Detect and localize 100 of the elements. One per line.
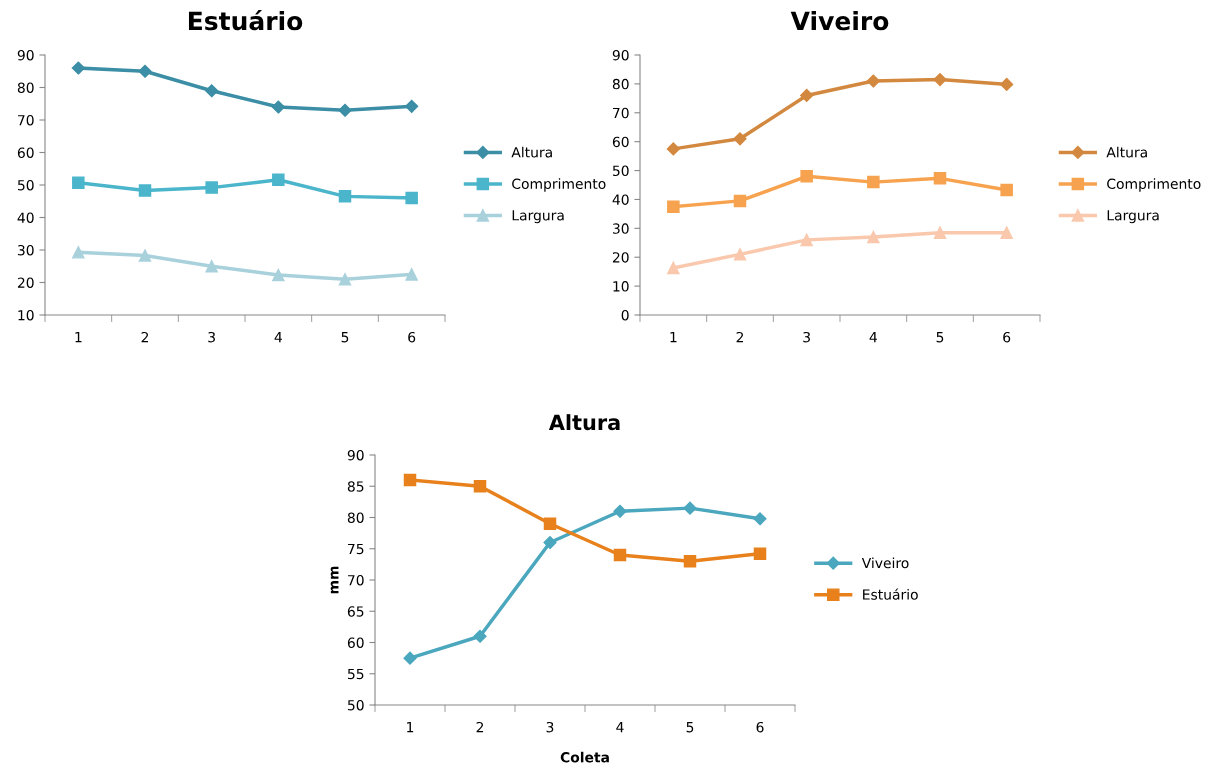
x-tick-label: 1 bbox=[670, 332, 677, 343]
y-tick-label: 30 bbox=[612, 223, 629, 234]
legend-label: Largura bbox=[512, 210, 564, 224]
x-axis-title: Coleta bbox=[560, 751, 609, 763]
x-tick-label: 3 bbox=[208, 331, 215, 343]
x-tick-label: 4 bbox=[616, 722, 624, 733]
y-tick-label: 40 bbox=[17, 212, 34, 223]
chart-title: Viveiro bbox=[790, 11, 889, 31]
y-tick-label: 85 bbox=[347, 481, 364, 492]
y-tick-label: 10 bbox=[18, 309, 34, 321]
point bbox=[543, 517, 557, 531]
x-tick-label: 1 bbox=[75, 332, 82, 343]
y-axis-title: mm bbox=[330, 566, 339, 594]
legend-label: Viveiro bbox=[861, 557, 909, 569]
y-tick-label: 60 bbox=[347, 637, 364, 648]
point bbox=[753, 512, 767, 526]
x-tick-label: 4 bbox=[869, 332, 877, 343]
y-tick-label: 40 bbox=[612, 194, 629, 205]
point bbox=[271, 100, 285, 114]
point bbox=[205, 84, 219, 98]
y-tick-label: 10 bbox=[613, 281, 629, 292]
y-tick-label: 90 bbox=[347, 449, 364, 461]
point bbox=[667, 261, 680, 275]
point bbox=[867, 230, 880, 244]
y-tick-label: 80 bbox=[612, 78, 629, 90]
y-tick-label: 20 bbox=[17, 277, 34, 288]
legend-label: Altura bbox=[1106, 146, 1147, 158]
point bbox=[405, 268, 418, 281]
point bbox=[753, 547, 767, 561]
point bbox=[71, 61, 85, 75]
y-tick-label: 90 bbox=[612, 49, 629, 61]
chart-title: Altura bbox=[548, 414, 620, 431]
point bbox=[272, 268, 285, 282]
x-tick-label: 3 bbox=[803, 331, 810, 343]
x-tick-label: 2 bbox=[476, 721, 484, 733]
y-tick-label: 90 bbox=[17, 49, 34, 61]
legend-label: Largura bbox=[1107, 210, 1159, 224]
point bbox=[800, 88, 814, 103]
point bbox=[933, 72, 947, 87]
point bbox=[338, 272, 352, 286]
point bbox=[666, 142, 680, 156]
point bbox=[138, 184, 152, 197]
y-tick-label: 75 bbox=[348, 543, 364, 555]
x-tick-label: 5 bbox=[686, 722, 694, 733]
x-tick-label: 2 bbox=[736, 331, 744, 343]
y-tick-label: 30 bbox=[17, 244, 34, 256]
point bbox=[205, 181, 218, 194]
point bbox=[138, 249, 152, 262]
point bbox=[667, 200, 680, 213]
point bbox=[338, 103, 352, 117]
point bbox=[613, 548, 627, 562]
point bbox=[866, 74, 880, 88]
x-tick-label: 6 bbox=[756, 721, 764, 733]
chart-title: Estuário bbox=[188, 10, 303, 31]
x-tick-label: 1 bbox=[407, 722, 414, 733]
point bbox=[473, 479, 487, 493]
legend-label: Estuário bbox=[863, 588, 918, 600]
y-tick-label: 70 bbox=[613, 107, 629, 119]
x-tick-label: 2 bbox=[141, 331, 149, 343]
y-tick-label: 80 bbox=[347, 512, 364, 523]
point bbox=[867, 175, 880, 189]
point bbox=[72, 176, 85, 189]
point bbox=[403, 473, 417, 487]
x-tick-label: 6 bbox=[408, 331, 416, 343]
x-tick-label: 6 bbox=[1003, 331, 1011, 343]
point bbox=[473, 629, 487, 643]
legend-label: Comprimento bbox=[1107, 178, 1201, 192]
point bbox=[613, 504, 627, 518]
point bbox=[933, 226, 947, 239]
x-tick-label: 5 bbox=[341, 332, 349, 343]
y-tick-label: 50 bbox=[347, 699, 364, 711]
point bbox=[733, 248, 747, 261]
point bbox=[272, 173, 285, 187]
y-tick-label: 65 bbox=[347, 606, 364, 617]
point bbox=[733, 194, 747, 208]
point bbox=[1000, 226, 1013, 239]
y-tick-label: 70 bbox=[348, 574, 364, 586]
point bbox=[733, 132, 747, 146]
point bbox=[800, 233, 813, 247]
y-tick-label: 60 bbox=[612, 136, 629, 148]
y-tick-label: 0 bbox=[621, 309, 629, 321]
point bbox=[1000, 77, 1014, 92]
y-tick-label: 70 bbox=[18, 114, 34, 126]
y-tick-label: 20 bbox=[612, 252, 629, 263]
point bbox=[205, 259, 218, 273]
point bbox=[403, 651, 417, 665]
point bbox=[933, 172, 947, 185]
point bbox=[405, 191, 418, 205]
point bbox=[338, 190, 352, 203]
y-tick-label: 50 bbox=[612, 165, 629, 177]
y-tick-label: 55 bbox=[347, 668, 364, 680]
legend-label: Altura bbox=[511, 146, 552, 158]
point bbox=[138, 64, 152, 78]
point bbox=[543, 535, 557, 550]
x-tick-label: 4 bbox=[274, 332, 282, 343]
x-tick-label: 3 bbox=[546, 721, 554, 733]
y-tick-label: 50 bbox=[17, 179, 34, 191]
point bbox=[72, 246, 85, 259]
point bbox=[683, 501, 697, 515]
point bbox=[405, 99, 419, 113]
